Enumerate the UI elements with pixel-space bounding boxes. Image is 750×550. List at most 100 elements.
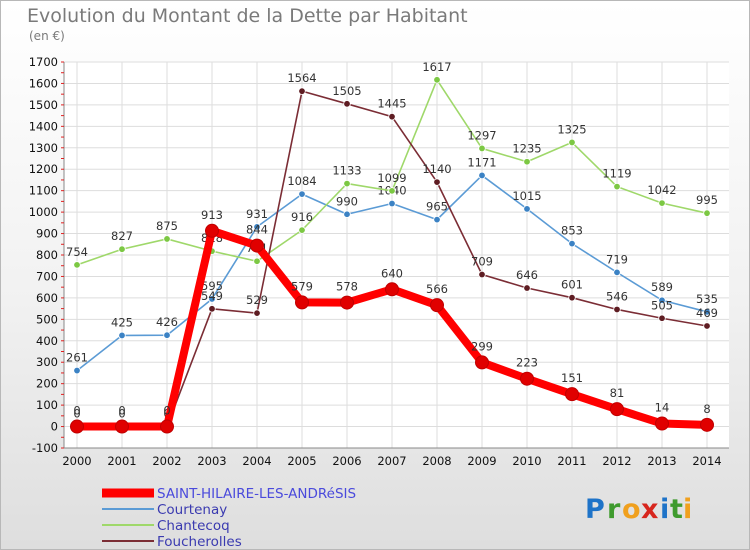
- data-label: 546: [606, 289, 628, 303]
- y-tick-label: 1100: [29, 184, 58, 198]
- data-label: 719: [606, 252, 628, 266]
- data-point: [73, 366, 81, 375]
- x-tick-label: 2003: [197, 454, 226, 468]
- data-point: [253, 223, 261, 231]
- data-label: 566: [426, 282, 448, 296]
- data-point: [343, 100, 351, 108]
- data-point: [163, 235, 171, 243]
- data-label: 1099: [377, 171, 406, 185]
- data-label: 579: [291, 279, 313, 293]
- data-point: [115, 419, 129, 434]
- data-label: 913: [201, 208, 223, 222]
- data-point: [475, 355, 489, 370]
- data-point: [253, 257, 261, 265]
- y-tick-label: 1300: [29, 141, 58, 155]
- data-label: 81: [610, 386, 625, 400]
- legend-label: SAINT-HILAIRE-LES-ANDRéSIS: [157, 486, 356, 502]
- data-label: 529: [246, 293, 268, 307]
- data-point: [433, 76, 441, 84]
- data-point: [298, 226, 306, 234]
- data-point: [613, 182, 621, 191]
- x-tick-label: 2012: [602, 454, 631, 468]
- data-point: [520, 371, 534, 386]
- data-label: 469: [696, 306, 718, 320]
- data-label: 505: [651, 298, 673, 312]
- data-label: 1445: [377, 97, 406, 111]
- data-point: [433, 178, 441, 186]
- y-tick-label: 200: [36, 377, 58, 391]
- data-label: 853: [561, 224, 583, 238]
- y-tick-label: 900: [36, 227, 58, 241]
- data-point: [568, 293, 576, 302]
- y-tick-label: 100: [36, 398, 58, 412]
- logo-letter: i: [683, 494, 692, 525]
- data-point: [655, 416, 669, 431]
- data-point: [388, 187, 396, 195]
- data-point: [208, 305, 216, 313]
- data-label: 1235: [512, 142, 541, 156]
- data-label: 931: [246, 207, 268, 221]
- data-label: 646: [516, 268, 538, 282]
- logo-letter: P: [585, 494, 605, 525]
- data-label: 0: [118, 404, 125, 418]
- data-label: 916: [291, 210, 313, 224]
- data-label: 151: [561, 371, 583, 385]
- data-point: [703, 322, 711, 330]
- y-tick-label: 600: [36, 291, 58, 305]
- data-label: 640: [381, 266, 403, 280]
- data-label: 965: [426, 200, 448, 214]
- data-point: [658, 199, 666, 207]
- chart-unit: (en €): [29, 29, 65, 43]
- legend-label: Chantecoq: [157, 518, 230, 534]
- logo-letter: i: [660, 494, 669, 525]
- x-tick-label: 2010: [512, 454, 541, 468]
- data-point: [703, 209, 711, 217]
- data-label: 601: [561, 278, 583, 292]
- y-tick-label: 1000: [29, 205, 58, 219]
- data-point: [205, 223, 219, 238]
- data-point: [430, 298, 444, 313]
- data-point: [343, 179, 351, 188]
- data-label: 1015: [512, 189, 541, 203]
- data-label: 875: [156, 219, 178, 233]
- data-point: [160, 419, 174, 434]
- data-label: 709: [471, 255, 493, 269]
- data-point: [658, 314, 666, 322]
- y-tick-label: 1600: [29, 76, 58, 90]
- x-tick-label: 2005: [287, 454, 316, 468]
- x-tick-label: 2002: [152, 454, 181, 468]
- data-point: [478, 270, 486, 279]
- data-point: [118, 245, 126, 253]
- data-label: 8: [703, 402, 710, 416]
- y-tick-label: 0: [51, 420, 58, 434]
- data-label: 844: [246, 223, 268, 237]
- data-point: [700, 417, 714, 432]
- logo-letter: t: [670, 494, 683, 525]
- y-tick-label: 1500: [29, 98, 58, 112]
- x-tick-label: 2000: [62, 454, 91, 468]
- x-tick-label: 2007: [377, 454, 406, 468]
- data-label: 1133: [332, 164, 361, 178]
- data-label: 827: [111, 229, 133, 243]
- data-label: 425: [111, 315, 133, 329]
- data-label: 0: [118, 407, 125, 421]
- y-tick-label: 800: [36, 248, 58, 262]
- data-label: 1084: [287, 174, 316, 188]
- data-point: [298, 190, 306, 198]
- data-label: 261: [66, 351, 88, 365]
- y-tick-label: 300: [36, 355, 58, 369]
- data-point: [343, 210, 351, 218]
- data-point: [295, 295, 309, 310]
- data-point: [478, 144, 486, 153]
- data-point: [340, 295, 354, 310]
- data-label: 1297: [467, 128, 496, 142]
- data-label: 549: [201, 289, 223, 303]
- data-label: 1119: [602, 167, 631, 181]
- data-point: [118, 331, 126, 340]
- x-tick-label: 2009: [467, 454, 496, 468]
- data-label: 1140: [422, 162, 451, 176]
- y-tick-label: 1400: [29, 119, 58, 133]
- data-point: [523, 158, 531, 166]
- data-label: 589: [651, 280, 673, 294]
